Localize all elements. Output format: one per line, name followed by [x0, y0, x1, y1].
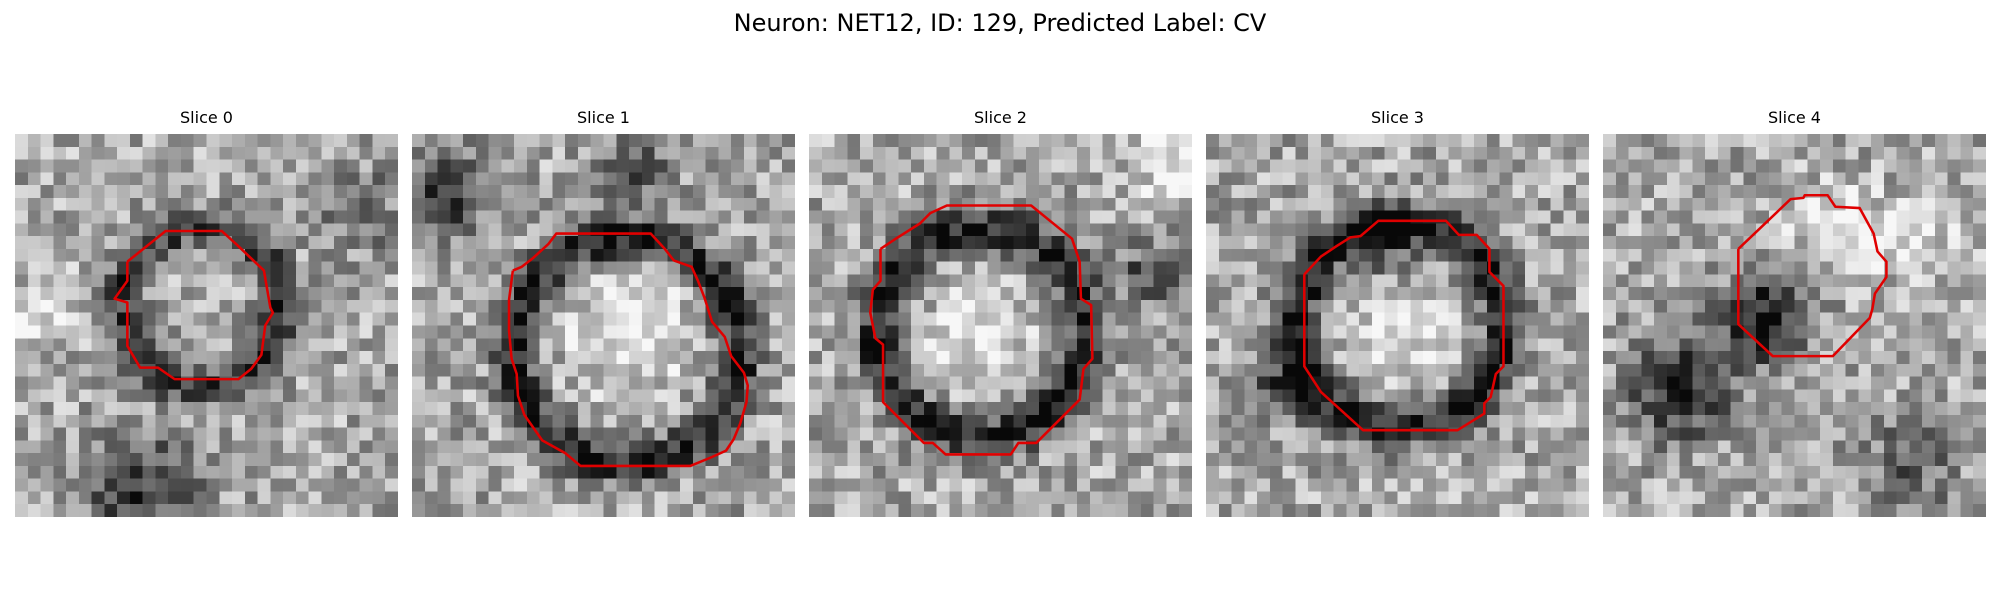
grayscale-pixel-grid	[1206, 134, 1589, 517]
grayscale-pixel-grid	[809, 134, 1192, 517]
slice-panel-1: Slice 1	[412, 108, 795, 517]
figure-title: Neuron: NET12, ID: 129, Predicted Label:…	[733, 9, 1267, 37]
slice-title-0: Slice 0	[180, 108, 233, 127]
slice-title-4: Slice 4	[1768, 108, 1821, 127]
slice-panel-4: Slice 4	[1603, 108, 1986, 517]
segmentation-contour	[869, 204, 1094, 456]
slice-title-2: Slice 2	[974, 108, 1027, 127]
segmentation-contour	[1303, 219, 1505, 432]
slice-image-1	[412, 134, 795, 517]
slice-image-0	[15, 134, 398, 517]
segmentation-contour	[113, 229, 275, 381]
slice-title-1: Slice 1	[577, 108, 630, 127]
segmentation-contour	[1737, 194, 1888, 358]
slice-title-3: Slice 3	[1371, 108, 1424, 127]
slice-image-3	[1206, 134, 1589, 517]
grayscale-pixel-grid	[412, 134, 795, 517]
segmentation-contour	[507, 232, 750, 468]
slice-panel-3: Slice 3	[1206, 108, 1589, 517]
slice-panel-0: Slice 0	[15, 108, 398, 517]
grayscale-pixel-grid	[1603, 134, 1986, 517]
slice-image-2	[809, 134, 1192, 517]
slice-image-4	[1603, 134, 1986, 517]
slice-panel-2: Slice 2	[809, 108, 1192, 517]
grayscale-pixel-grid	[15, 134, 398, 517]
